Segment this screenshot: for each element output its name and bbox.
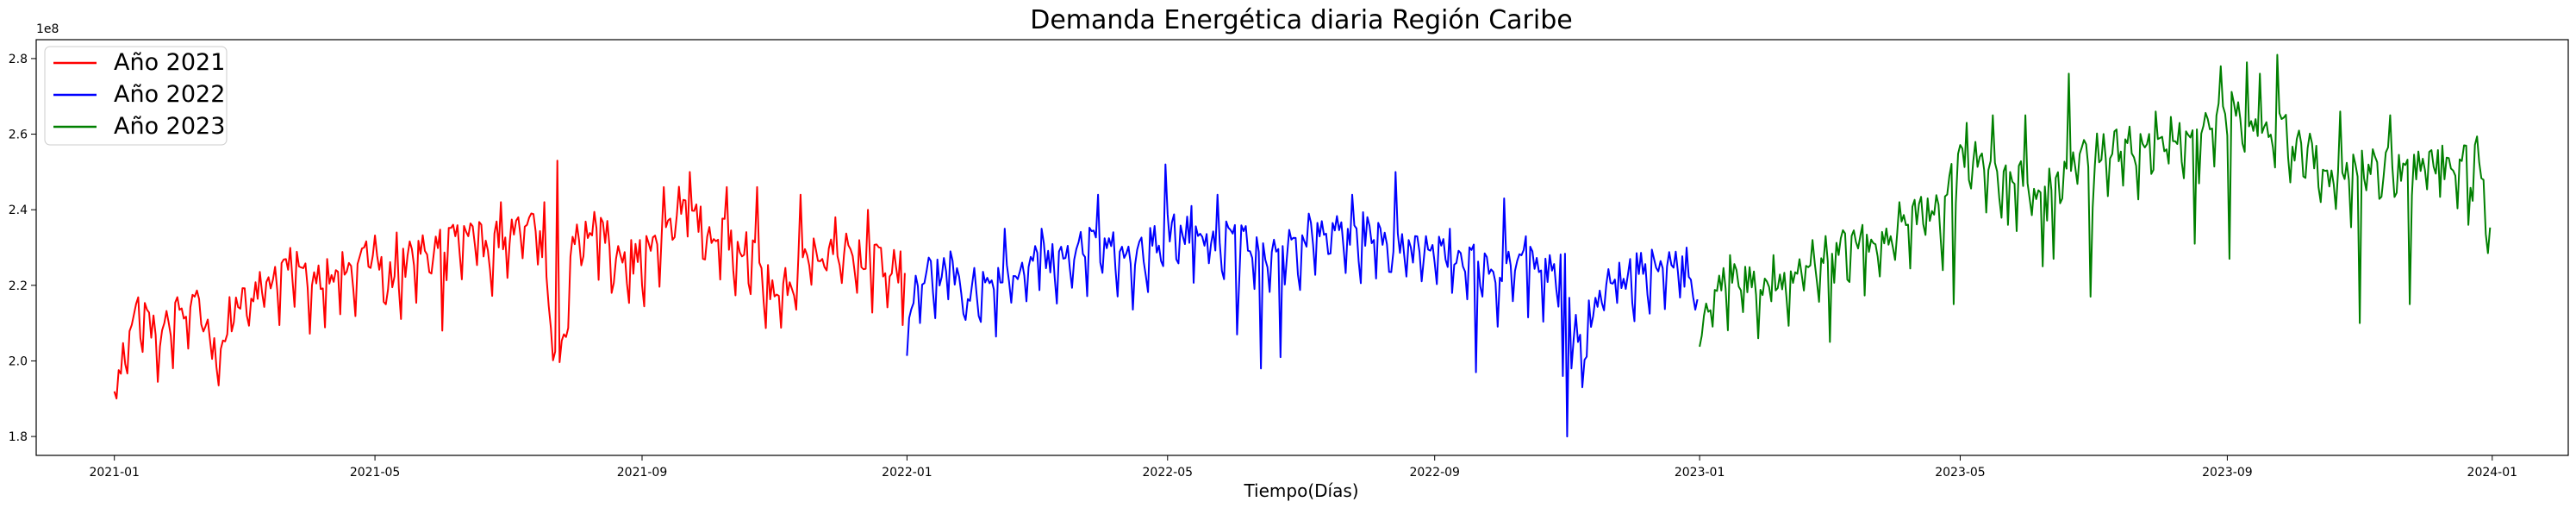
x-tick-label: 2021-05 [350, 466, 401, 480]
y-tick-label: 2.6 [9, 129, 28, 142]
y-tick-label: 1.8 [9, 430, 28, 444]
y-tick-label: 2.8 [9, 53, 28, 66]
x-tick-label: 2021-09 [617, 466, 668, 480]
x-axis-label: Tiempo(Días) [1243, 480, 1358, 501]
series-line-año-2021 [113, 160, 906, 400]
x-tick-label: 2023-01 [1675, 466, 1725, 480]
x-tick-label: 2022-05 [1143, 466, 1194, 480]
y-tick-label: 2.4 [9, 204, 28, 217]
x-tick-label: 2023-09 [2202, 466, 2253, 480]
plot-area-frame [35, 39, 2569, 456]
x-tick-label: 2022-09 [1409, 466, 1460, 480]
legend-label-2022: Año 2022 [114, 81, 225, 108]
legend-label-2021: Año 2021 [114, 49, 225, 76]
y-tick-label: 2.2 [9, 279, 28, 293]
y-tick-label: 2.0 [9, 354, 28, 368]
x-tick-label: 2024-01 [2467, 466, 2518, 480]
series-line-año-2023 [1699, 53, 2492, 348]
y-axis-multiplier-label: 1e8 [36, 22, 59, 36]
legend-label-2023: Año 2023 [114, 113, 225, 140]
x-tick-label: 2022-01 [882, 466, 932, 480]
x-tick-label: 2021-01 [89, 466, 140, 480]
chart-title: Demanda Energética diaria Región Caribe [1030, 5, 1572, 35]
legend: Año 2021 Año 2022 Año 2023 [44, 46, 228, 146]
y-axis: 1.8 2.0 2.2 2.4 2.6 2.8 [9, 53, 36, 444]
series-layer [113, 53, 2492, 438]
x-tick-label: 2023-05 [1935, 466, 1986, 480]
series-line-año-2022 [906, 163, 1699, 438]
legend-box [44, 46, 228, 146]
x-axis: 2021-01 2021-05 2021-09 2022-01 2022-05 2022-… [89, 455, 2517, 480]
